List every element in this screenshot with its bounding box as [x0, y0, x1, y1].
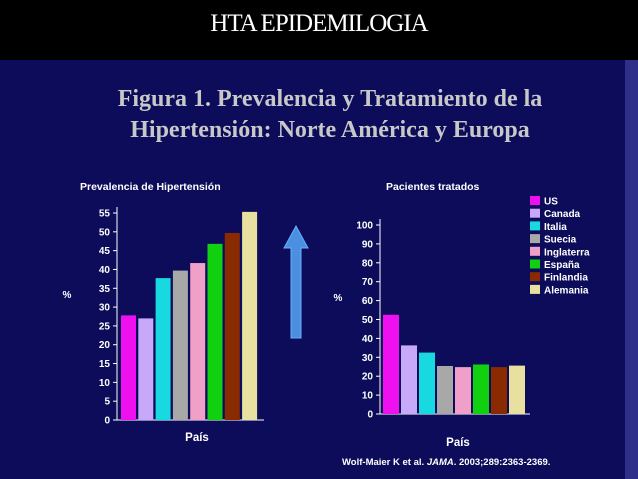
y-tick-label: 15	[99, 359, 111, 370]
x-axis-label: País	[185, 432, 209, 444]
up-arrow-icon	[283, 224, 309, 339]
y-tick-label: 80	[362, 258, 374, 269]
bar	[437, 365, 453, 414]
y-tick-label: 100	[356, 221, 373, 232]
bar	[242, 211, 258, 420]
y-tick-label: 20	[362, 372, 374, 383]
legend-swatch	[530, 246, 540, 256]
y-tick-label: 70	[362, 277, 374, 288]
y-tick-label: 40	[99, 265, 111, 276]
treated-chart: Pacientes tratados 0 10 20 30 40 50 60 70 80 90 100…	[334, 181, 530, 449]
y-tick-label: 10	[362, 391, 374, 402]
y-tick-label: 40	[362, 334, 374, 345]
bar	[172, 270, 188, 420]
y-tick-label: 25	[99, 321, 111, 332]
legend-label: Italia	[544, 222, 567, 233]
bar	[383, 314, 399, 414]
bar	[419, 352, 435, 414]
legend-swatch	[530, 234, 540, 244]
bar	[138, 318, 154, 420]
up-arrow-shape	[283, 224, 309, 339]
bar	[224, 232, 240, 420]
bar	[509, 365, 525, 414]
bar	[190, 263, 206, 420]
legend-label: España	[544, 260, 580, 271]
y-tick-label: 35	[99, 284, 111, 295]
slide-title: HTA EPIDEMILOGIA	[210, 10, 428, 37]
y-tick-label: 60	[362, 296, 374, 307]
y-tick-label: 10	[99, 378, 111, 389]
legend-swatch	[530, 221, 540, 231]
legend-swatch	[530, 196, 540, 205]
y-tick-label: 50	[99, 227, 111, 238]
bar	[207, 243, 223, 420]
legend-label: Alemania	[544, 285, 589, 296]
bar	[401, 345, 417, 414]
title-bar: HTA EPIDEMILOGIA	[0, 0, 638, 60]
bar	[121, 315, 136, 420]
slide-edge	[625, 60, 638, 479]
x-axis-label: País	[446, 437, 470, 449]
figure-title: Figura 1. Prevalencia y Tratamiento de l…	[50, 84, 610, 146]
y-axis-label: %	[334, 293, 343, 304]
legend-label: Canada	[544, 209, 581, 220]
y-tick-label: 30	[362, 353, 374, 364]
legend-swatch	[530, 259, 540, 269]
citation-details: . 2003;289:2363-2369.	[454, 457, 551, 468]
y-tick-label: 0	[367, 410, 373, 421]
bar	[491, 367, 507, 414]
figure-title-line-1: Figura 1. Prevalencia y Tratamiento de l…	[117, 86, 543, 112]
y-axis-label: %	[63, 290, 72, 301]
chart-title: Pacientes tratados	[386, 181, 480, 193]
y-tick-label: 5	[104, 397, 110, 408]
legend-swatch	[530, 272, 540, 282]
citation: Wolf-Maier K et al. JAMA. 2003;289:2363-…	[342, 457, 550, 468]
y-tick-label: 45	[99, 246, 111, 257]
citation-journal: JAMA	[427, 457, 454, 468]
y-tick-label: 20	[99, 340, 111, 351]
y-tick-label: 55	[99, 209, 111, 220]
bar	[155, 278, 171, 420]
y-tick-label: 90	[362, 239, 374, 250]
legend-label: US	[544, 197, 558, 208]
prevalence-chart: Prevalencia de Hipertensión 0 5 10 15 20 25 30 3…	[63, 181, 264, 444]
y-tick-label: 50	[362, 315, 374, 326]
citation-authors: Wolf-Maier K et al.	[342, 457, 427, 468]
legend-label: Suecia	[544, 235, 577, 246]
bar	[473, 364, 489, 414]
legend-swatch	[530, 208, 540, 218]
bar	[455, 367, 471, 414]
chart-title: Prevalencia de Hipertensión	[80, 181, 221, 193]
y-tick-label: 30	[99, 303, 111, 314]
legend-label: Inglaterra	[544, 247, 590, 258]
legend-swatch	[530, 284, 540, 294]
y-tick-label: 0	[104, 416, 110, 427]
figure-title-line-2: Hipertensión: Norte América y Europa	[130, 117, 530, 143]
legend-label: Finlandia	[544, 273, 588, 284]
